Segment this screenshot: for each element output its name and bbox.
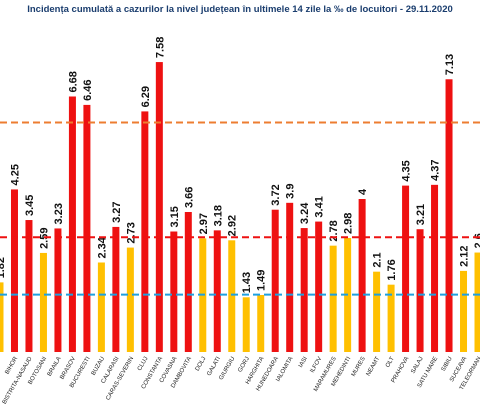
bar bbox=[402, 185, 410, 352]
x-tick-label: CLUJ bbox=[137, 356, 150, 372]
value-label: 2.6 bbox=[473, 233, 480, 248]
x-tick-label: OLT bbox=[385, 356, 396, 369]
value-label: 3.27 bbox=[111, 202, 123, 223]
value-label: 2.73 bbox=[125, 222, 137, 243]
x-tick-label: BIHOR bbox=[5, 355, 20, 375]
value-label: 2.12 bbox=[459, 245, 471, 266]
bar bbox=[54, 228, 62, 352]
bar bbox=[387, 284, 395, 352]
x-tick-label: GALATI bbox=[206, 356, 222, 377]
bar bbox=[184, 212, 192, 352]
x-tick-label: GORJ bbox=[237, 356, 251, 373]
value-label: 1.43 bbox=[241, 272, 253, 293]
value-label: 6.29 bbox=[140, 86, 152, 107]
bar bbox=[83, 104, 91, 352]
value-label: 4.25 bbox=[9, 164, 21, 185]
bar bbox=[416, 229, 424, 352]
bar bbox=[271, 209, 279, 352]
chart-title: Incidența cumulată a cazurilor la nivel … bbox=[27, 4, 453, 15]
bar bbox=[315, 221, 323, 352]
value-label: 3.9 bbox=[285, 184, 297, 199]
bar bbox=[373, 271, 381, 352]
value-label: 1.49 bbox=[256, 270, 268, 291]
bar bbox=[141, 111, 149, 352]
value-label: 1.82 bbox=[0, 257, 7, 278]
bar bbox=[126, 247, 134, 352]
x-tick-label: IASI bbox=[298, 356, 309, 369]
value-label: 3.21 bbox=[415, 204, 427, 225]
bar bbox=[228, 240, 236, 352]
bar bbox=[460, 270, 468, 352]
bar bbox=[213, 230, 221, 352]
bar bbox=[431, 184, 439, 352]
bar bbox=[10, 189, 18, 352]
x-tick-label: DOLJ bbox=[195, 356, 208, 372]
value-label: 3.66 bbox=[183, 187, 195, 208]
value-label: 4.37 bbox=[430, 159, 442, 180]
value-label: 4 bbox=[357, 188, 369, 195]
bar bbox=[0, 282, 4, 352]
value-label: 3.24 bbox=[299, 202, 311, 224]
value-label: 2.78 bbox=[328, 220, 340, 241]
value-label: 1.76 bbox=[386, 259, 398, 280]
bar bbox=[39, 252, 47, 352]
value-label: 2.1 bbox=[372, 252, 384, 267]
bar bbox=[358, 199, 366, 352]
x-tick-label: BUZAU bbox=[91, 356, 106, 377]
bar bbox=[445, 79, 453, 352]
bar bbox=[257, 295, 265, 352]
value-label: 4.35 bbox=[401, 160, 413, 181]
value-label: 6.46 bbox=[82, 79, 94, 100]
value-label: 3.72 bbox=[270, 184, 282, 205]
value-label: 3.15 bbox=[169, 206, 181, 227]
bar bbox=[68, 96, 76, 353]
value-label: 2.92 bbox=[227, 215, 239, 236]
x-tick-label: SALAJ bbox=[410, 356, 424, 375]
bar bbox=[25, 220, 33, 352]
value-label: 2.34 bbox=[96, 236, 108, 258]
bar bbox=[97, 262, 105, 352]
bar bbox=[474, 252, 480, 352]
bar bbox=[242, 297, 250, 352]
x-tick-label: NEAMT bbox=[366, 356, 382, 377]
value-label: 7.58 bbox=[154, 37, 166, 58]
value-label: 3.41 bbox=[314, 196, 326, 217]
x-tick-label: ILFOV bbox=[310, 356, 324, 374]
bar bbox=[155, 62, 163, 352]
x-tick-label: SIBIU bbox=[441, 356, 454, 373]
value-label: 3.23 bbox=[53, 203, 65, 224]
value-label: 3.45 bbox=[24, 195, 36, 216]
value-label: 3.18 bbox=[212, 205, 224, 226]
x-tick-label: CARAS-SEVERIN bbox=[105, 356, 135, 401]
value-label: 2.97 bbox=[198, 213, 210, 234]
value-label: 6.68 bbox=[67, 71, 79, 92]
value-label: 7.13 bbox=[444, 54, 456, 75]
bar bbox=[112, 226, 120, 352]
bar bbox=[300, 228, 308, 352]
bar bbox=[286, 202, 294, 352]
bar bbox=[329, 245, 337, 352]
bar bbox=[170, 231, 178, 352]
value-label: 2.98 bbox=[343, 213, 355, 234]
